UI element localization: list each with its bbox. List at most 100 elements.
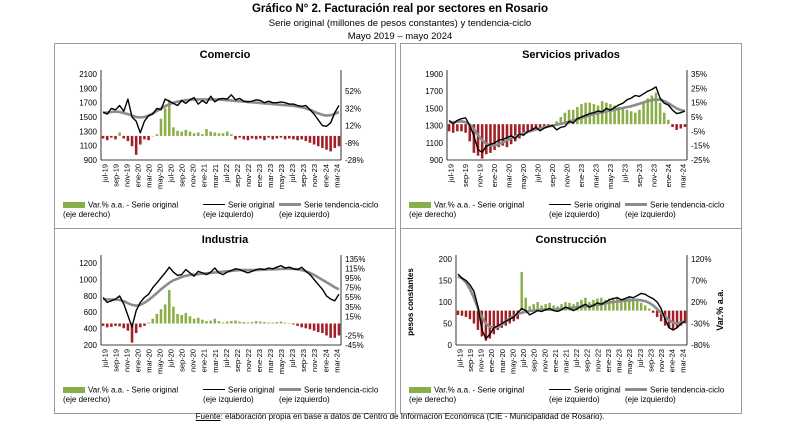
bar-var-aa bbox=[151, 318, 155, 324]
bar-var-aa bbox=[279, 321, 283, 324]
bar-var-aa bbox=[638, 109, 641, 125]
legend-var-sublabel: (eje derecho) bbox=[409, 210, 457, 220]
x-tick-label: jul-22 bbox=[572, 349, 581, 368]
bar-var-aa bbox=[497, 124, 501, 148]
chart-legend: Var.% a.a. - Serie original (eje derecho)… bbox=[61, 385, 393, 411]
legend-trend-label: Serie tendencia-ciclo bbox=[304, 200, 379, 210]
original-series-line bbox=[448, 86, 686, 153]
legend-trend-sublabel: (eje izquierdo) bbox=[625, 210, 676, 220]
x-tick-label: jul-20 bbox=[533, 164, 542, 183]
bar-var-aa bbox=[605, 102, 608, 125]
x-tick-label: ene-23 bbox=[255, 349, 264, 372]
chart-panel-servicios-privados: Servicios privados 1900 1700 1500 1300 1100 90… bbox=[400, 43, 742, 229]
bar-var-aa bbox=[576, 106, 579, 125]
bar-var-aa bbox=[246, 135, 250, 141]
bar-var-aa bbox=[631, 299, 635, 311]
bar-var-aa bbox=[321, 135, 324, 148]
bar-var-aa bbox=[662, 112, 666, 125]
bar-var-aa bbox=[126, 323, 130, 331]
bar-var-aa bbox=[571, 109, 575, 125]
legend-var: Var.% a.a. - Serie original (eje derecho) bbox=[63, 200, 178, 219]
chart-panel-comercio: Comercio 2100 1900 1700 1500 1300 1100 900 52% 32… bbox=[54, 43, 396, 229]
x-tick-label: sep-20 bbox=[530, 349, 539, 372]
x-tick-label: mar-23 bbox=[266, 164, 275, 188]
x-tick-label: sep-23 bbox=[646, 349, 655, 372]
x-tick-label: jul-22 bbox=[222, 349, 231, 368]
x-tick-label: sep-20 bbox=[178, 349, 187, 372]
bar-var-aa bbox=[118, 323, 121, 327]
chart-title: Comercio bbox=[199, 49, 251, 61]
bar-var-aa bbox=[159, 309, 163, 324]
y-right-tick-label: 35% bbox=[691, 70, 707, 79]
y-left-tick-label: 2100 bbox=[79, 70, 97, 79]
x-tick-label: ene-20 bbox=[490, 164, 499, 187]
legend-original: Serie original (eje izquierdo) bbox=[549, 385, 621, 404]
bar-var-aa bbox=[647, 308, 651, 311]
bar-var-aa bbox=[485, 124, 488, 155]
bar-var-aa bbox=[671, 310, 675, 330]
bar-var-aa bbox=[213, 132, 217, 136]
bar-var-aa bbox=[456, 310, 460, 315]
legend-trend-sublabel: (eje izquierdo) bbox=[279, 210, 330, 220]
figure-subtitle: Serie original (millones de pesos consta… bbox=[268, 18, 532, 29]
legend-original: Serie original (eje izquierdo) bbox=[203, 200, 275, 219]
legend-trend: Serie tendencia-ciclo (eje izquierdo) bbox=[625, 200, 724, 219]
y-left-tick-label: 900 bbox=[430, 156, 444, 165]
y-left-axis-title: pesos constantes bbox=[406, 268, 415, 336]
legend-trend: Serie tendencia-ciclo (eje izquierdo) bbox=[625, 385, 724, 404]
bar-var-aa bbox=[287, 135, 291, 139]
bar-var-aa bbox=[496, 310, 500, 330]
bar-var-aa bbox=[230, 321, 233, 324]
bar-var-aa bbox=[130, 323, 134, 343]
bar-var-aa bbox=[528, 306, 531, 311]
bar-var-aa bbox=[544, 304, 547, 311]
bar-var-aa bbox=[526, 124, 529, 132]
bar-var-aa bbox=[643, 305, 647, 311]
trend-series-line bbox=[103, 98, 340, 119]
bar-var-aa bbox=[460, 124, 463, 132]
legend-original-swatch bbox=[549, 204, 571, 206]
x-tick-label: mar-20 bbox=[144, 349, 153, 373]
x-tick-label: jul-23 bbox=[620, 164, 629, 183]
x-tick-label: sep-22 bbox=[233, 164, 242, 187]
bar-var-aa bbox=[250, 322, 254, 324]
bar-var-aa bbox=[520, 271, 523, 311]
bar-var-aa bbox=[184, 129, 188, 136]
legend-var-swatch bbox=[63, 386, 85, 393]
x-tick-label: jul-19 bbox=[446, 164, 455, 183]
bar-var-aa bbox=[667, 119, 670, 125]
bar-var-aa bbox=[675, 310, 679, 328]
bar-var-aa bbox=[679, 310, 683, 326]
legend-original-sublabel: (eje izquierdo) bbox=[203, 210, 254, 220]
bar-var-aa bbox=[476, 310, 480, 330]
x-tick-label: sep-19 bbox=[461, 164, 470, 187]
y-left-tick-label: 1300 bbox=[79, 127, 97, 136]
bar-var-aa bbox=[230, 134, 233, 136]
x-tick-label: sep-19 bbox=[466, 349, 475, 372]
bar-var-aa bbox=[480, 310, 484, 337]
x-tick-label: ene-21 bbox=[551, 349, 560, 372]
chart-title: Construcción bbox=[535, 234, 607, 246]
legend-original-label: Serie original bbox=[574, 200, 621, 210]
bar-var-aa bbox=[564, 302, 567, 311]
bar-var-aa bbox=[675, 124, 678, 130]
legend-var: Var.% a.a. - Serie original (eje derecho) bbox=[409, 200, 524, 219]
bar-var-aa bbox=[234, 135, 237, 140]
bar-var-aa bbox=[110, 323, 113, 327]
chart-svg: 2100 1900 1700 1500 1300 1100 900 52% 32% 12% -8% -… bbox=[79, 70, 364, 189]
bar-var-aa bbox=[635, 301, 639, 311]
bar-var-aa bbox=[493, 124, 496, 150]
y-right-tick-label: 55% bbox=[345, 293, 361, 302]
bar-var-aa bbox=[532, 304, 535, 311]
bar-var-aa bbox=[464, 124, 467, 133]
y-right-tick-label: 35% bbox=[345, 303, 361, 312]
bar-var-aa bbox=[242, 322, 246, 324]
bar-var-aa bbox=[196, 317, 200, 324]
bar-var-aa bbox=[217, 321, 221, 324]
bar-var-aa bbox=[267, 135, 270, 138]
y-left-tick-label: 1500 bbox=[79, 113, 97, 122]
bar-var-aa bbox=[296, 135, 299, 141]
bar-var-aa bbox=[271, 135, 275, 140]
legend-original-sublabel: (eje izquierdo) bbox=[549, 395, 600, 405]
x-tick-label: ene-23 bbox=[604, 349, 613, 372]
